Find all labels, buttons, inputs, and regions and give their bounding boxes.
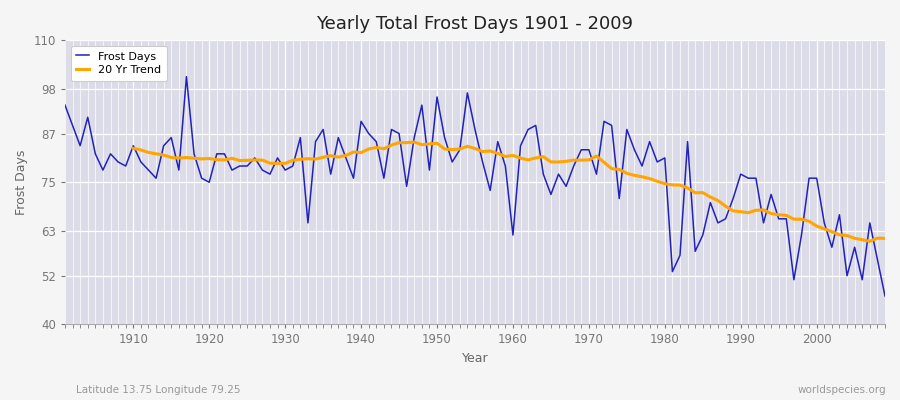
Frost Days [879, 294, 890, 298]
20 Yr Trend [864, 239, 875, 244]
20 Yr Trend [272, 161, 283, 166]
20 Yr Trend [523, 158, 534, 162]
Title: Yearly Total Frost Days 1901 - 2009: Yearly Total Frost Days 1901 - 2009 [317, 15, 634, 33]
Frost Days [295, 135, 306, 140]
Frost Days [181, 74, 192, 79]
Text: Latitude 13.75 Longitude 79.25: Latitude 13.75 Longitude 79.25 [76, 385, 241, 395]
Frost Days [340, 156, 351, 160]
X-axis label: Year: Year [462, 352, 489, 365]
Y-axis label: Frost Days: Frost Days [15, 150, 28, 215]
20 Yr Trend [128, 146, 139, 151]
20 Yr Trend [409, 140, 419, 144]
Frost Days [607, 123, 617, 128]
20 Yr Trend [302, 156, 313, 161]
20 Yr Trend [850, 236, 860, 241]
Frost Days [59, 103, 70, 108]
Line: 20 Yr Trend: 20 Yr Trend [133, 142, 885, 241]
20 Yr Trend [583, 158, 594, 162]
20 Yr Trend [826, 229, 837, 234]
20 Yr Trend [879, 236, 890, 241]
Line: Frost Days: Frost Days [65, 77, 885, 296]
Text: worldspecies.org: worldspecies.org [798, 385, 886, 395]
Legend: Frost Days, 20 Yr Trend: Frost Days, 20 Yr Trend [70, 46, 167, 81]
Frost Days [121, 164, 131, 168]
Frost Days [515, 143, 526, 148]
Frost Days [508, 233, 518, 238]
